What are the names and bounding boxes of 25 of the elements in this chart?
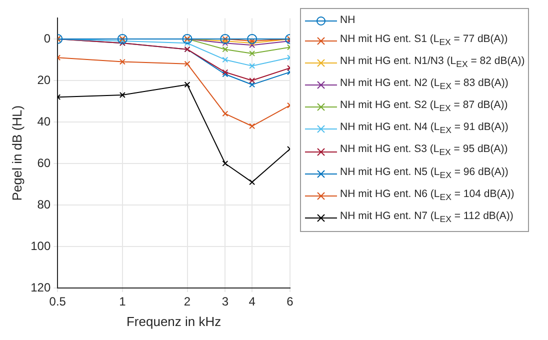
x-tick-label: 0.5 (49, 294, 66, 309)
x-tick-label: 2 (184, 294, 191, 309)
legend-label: NH mit HG ent. N4 (L$_{EX}$ = 91 dB(A)) (340, 120, 508, 138)
legend-label: NH mit HG ent. S3 (L$_{EX}$ = 95 dB(A)) (340, 142, 508, 160)
y-tick-label: 100 (30, 238, 51, 253)
legend-label: NH mit HG ent. N2 (L$_{EX}$ = 83 dB(A)) (340, 76, 508, 94)
y-tick-label: 80 (37, 197, 51, 212)
y-tick-label: 20 (37, 72, 51, 87)
x-tick-label: 3 (222, 294, 229, 309)
legend-label: NH mit HG ent. S1 (L$_{EX}$ = 77 dB(A)) (340, 32, 508, 50)
legend-label: NH mit HG ent. N5 (L$_{EX}$ = 96 dB(A)) (340, 164, 508, 182)
y-tick-label: 60 (37, 156, 51, 170)
y-tick-label: 120 (30, 280, 51, 294)
x-tick-label: 1 (119, 294, 126, 309)
legend-label: NH mit HG ent. N6 (L$_{EX}$ = 104 dB(A)) (340, 186, 514, 204)
legend-label: NH mit HG ent. N7 (L$_{EX}$ = 112 dB(A)) (340, 208, 514, 226)
x-tick-label: 4 (248, 294, 256, 309)
x-axis-title: Frequenz in kHz (126, 314, 222, 329)
y-tick-label: 40 (37, 114, 51, 128)
y-axis-title: Pegel in dB (HL) (9, 105, 24, 201)
legend-label: NH mit HG ent. S2 (L$_{EX}$ = 87 dB(A)) (340, 98, 508, 116)
x-tick-label: 6 (286, 294, 294, 309)
legend-label: NH (340, 13, 356, 28)
y-tick-label: 0 (44, 31, 51, 46)
legend-label: NH mit HG ent. N1/N3 (L$_{EX}$ = 82 dB(A)) (340, 54, 525, 72)
